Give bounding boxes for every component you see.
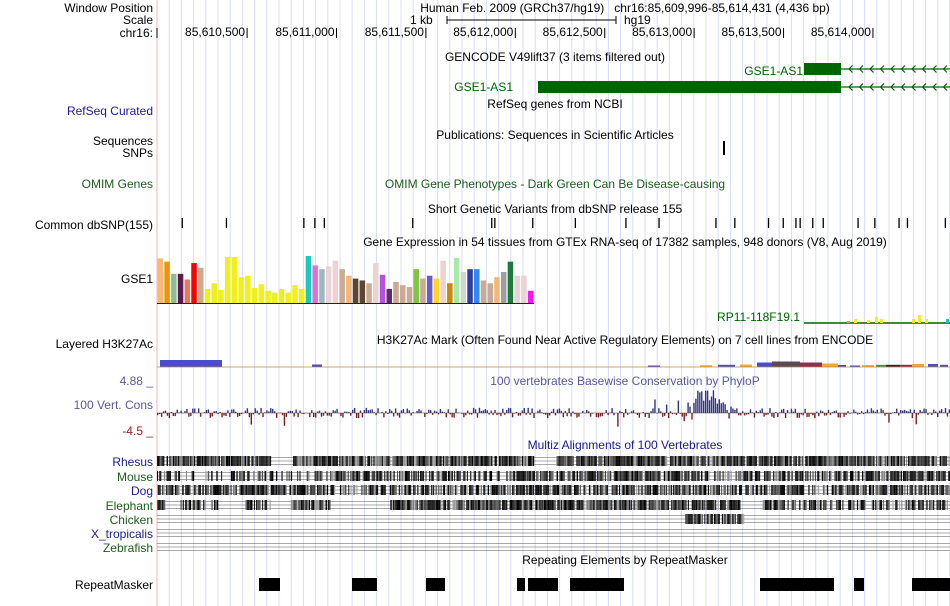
svg-text:85,611,500: 85,611,500	[365, 26, 424, 39]
svg-text:85,612,500: 85,612,500	[543, 26, 603, 39]
svg-text:85,613,000: 85,613,000	[632, 26, 692, 39]
svg-text:85,610,500: 85,610,500	[185, 26, 245, 39]
svg-text:85,614,000: 85,614,000	[811, 26, 871, 39]
svg-text:85,613,500: 85,613,500	[721, 26, 781, 39]
svg-text:85,611,000: 85,611,000	[275, 26, 334, 39]
svg-text:85,612,000: 85,612,000	[453, 26, 513, 39]
